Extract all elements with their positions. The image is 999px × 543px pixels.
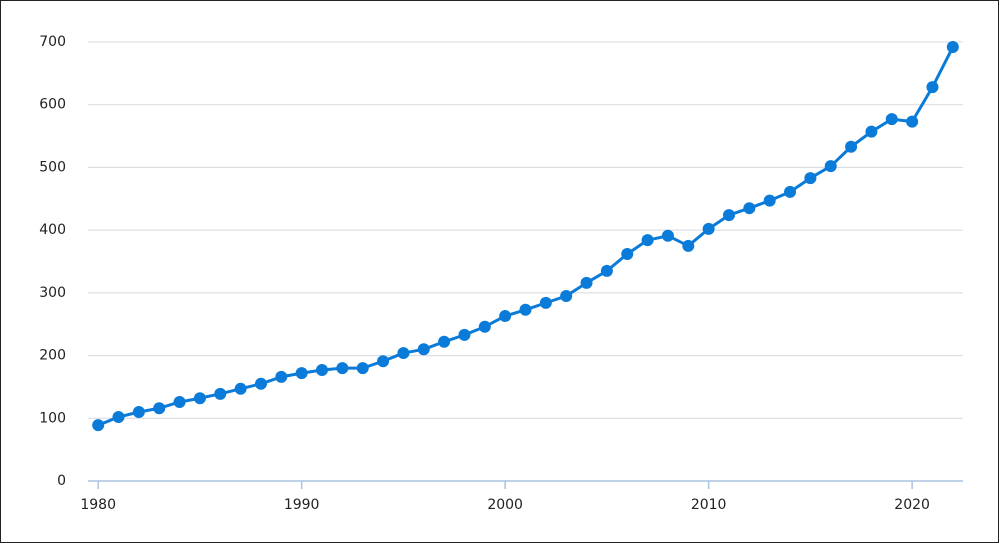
point: [193, 392, 206, 405]
point: [336, 362, 349, 375]
point: [295, 367, 308, 380]
x-tick-label: 1990: [284, 497, 320, 513]
point: [438, 335, 451, 348]
point: [458, 328, 471, 341]
point: [845, 140, 858, 153]
point: [254, 377, 267, 390]
point: [377, 355, 390, 368]
point: [926, 81, 939, 94]
point: [234, 382, 247, 395]
point: [560, 289, 573, 302]
x-tick-label: 2020: [894, 497, 930, 513]
point: [356, 362, 369, 375]
x-tick-label: 1980: [80, 497, 116, 513]
point: [478, 320, 491, 333]
point: [316, 363, 329, 376]
point: [824, 160, 837, 173]
y-tick-label: 100: [39, 410, 66, 426]
point: [153, 402, 166, 415]
y-tick-label: 400: [39, 222, 66, 238]
y-tick-label: 0: [57, 473, 66, 489]
point: [763, 194, 776, 207]
y-tick-label: 600: [39, 97, 66, 113]
point: [641, 234, 654, 247]
point: [743, 202, 756, 215]
point: [946, 41, 959, 54]
point: [682, 239, 695, 252]
point: [519, 303, 532, 316]
y-tick-label: 200: [39, 348, 66, 364]
point: [885, 113, 898, 126]
y-tick-label: 700: [39, 34, 66, 50]
point: [722, 209, 735, 222]
point: [499, 310, 512, 323]
point: [580, 276, 593, 289]
point: [214, 387, 227, 400]
point: [417, 343, 430, 356]
point: [661, 229, 674, 242]
y-tick-label: 300: [39, 285, 66, 301]
point: [702, 222, 715, 235]
point: [906, 115, 919, 128]
x-tick-label: 2000: [487, 497, 523, 513]
point: [397, 347, 410, 360]
point: [600, 264, 613, 277]
point: [275, 370, 288, 383]
point: [132, 406, 145, 419]
point: [804, 172, 817, 185]
point: [865, 125, 878, 138]
point: [173, 395, 186, 408]
x-tick-label: 2010: [691, 497, 727, 513]
y-tick-label: 500: [39, 159, 66, 175]
point: [621, 247, 634, 260]
point: [539, 296, 552, 309]
point: [92, 419, 105, 432]
point: [112, 411, 125, 424]
point: [784, 185, 797, 198]
